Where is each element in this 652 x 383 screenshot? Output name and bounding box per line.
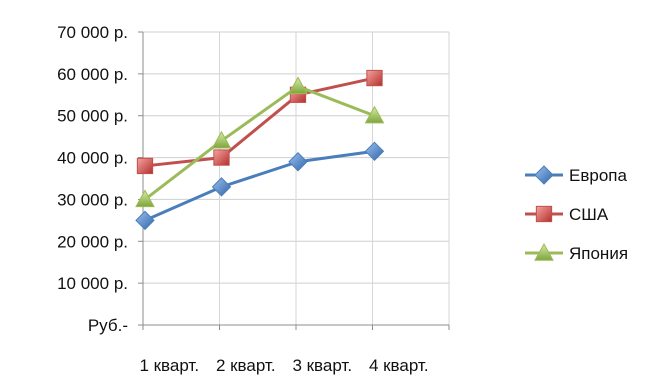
data-point-2-3 [364,105,385,124]
data-point-0-1 [211,177,232,197]
data-point-0-3 [364,141,385,161]
x-axis-tick-labels: 1 кварт. 2 кварт. 3 кварт. 4 кварт. [139,356,428,375]
legend-label-2: Япония [569,244,628,263]
data-point-1-0 [136,157,154,175]
data-point-1-3 [366,69,383,87]
data-point-2-1 [211,130,232,149]
y-tick-label-6: 60 000 р. [57,65,128,84]
x-tick-label-0: 1 кварт. [139,356,199,375]
series-line-2 [144,84,376,201]
y-tick-label-2: 20 000 р. [57,232,128,251]
data-point-0-0 [135,210,155,231]
legend: Европа США Япония [525,165,628,263]
legend-marker-1 [535,205,553,223]
legend-marker-0 [534,165,554,185]
legend-item-1: США [525,205,609,224]
x-tick-label-1: 2 кварт. [216,356,276,375]
legend-label-0: Европа [569,166,627,185]
y-tick-label-1: 10 000 р. [57,274,128,293]
series-2 [135,76,385,208]
axes [138,31,450,330]
series-0 [135,141,385,231]
legend-item-2: Япония [525,242,628,263]
data-point-1-1 [213,149,230,166]
series-group [135,69,385,231]
series-line-0 [144,149,375,222]
legend-item-0: Европа [525,165,627,185]
data-point-0-2 [288,152,308,172]
series-line-1 [144,76,375,168]
legend-label-1: США [569,205,609,224]
legend-marker-2 [534,242,554,261]
data-point-2-2 [288,76,308,95]
x-tick-label-3: 4 кварт. [369,356,429,375]
y-tick-label-5: 50 000 р. [57,107,128,126]
y-tick-label-7: 70 000 р. [57,23,128,42]
y-tick-label-3: 30 000 р. [57,190,128,209]
y-tick-label-0: Руб.- [88,316,128,335]
x-tick-label-2: 3 кварт. [292,356,352,375]
y-axis-tick-labels: Руб.- 10 000 р. 20 000 р. 30 000 р. 40 000 р… [57,23,128,335]
gridlines [143,31,450,325]
series-1 [136,69,383,175]
data-point-2-0 [135,189,155,208]
y-tick-label-4: 40 000 р. [57,149,128,168]
